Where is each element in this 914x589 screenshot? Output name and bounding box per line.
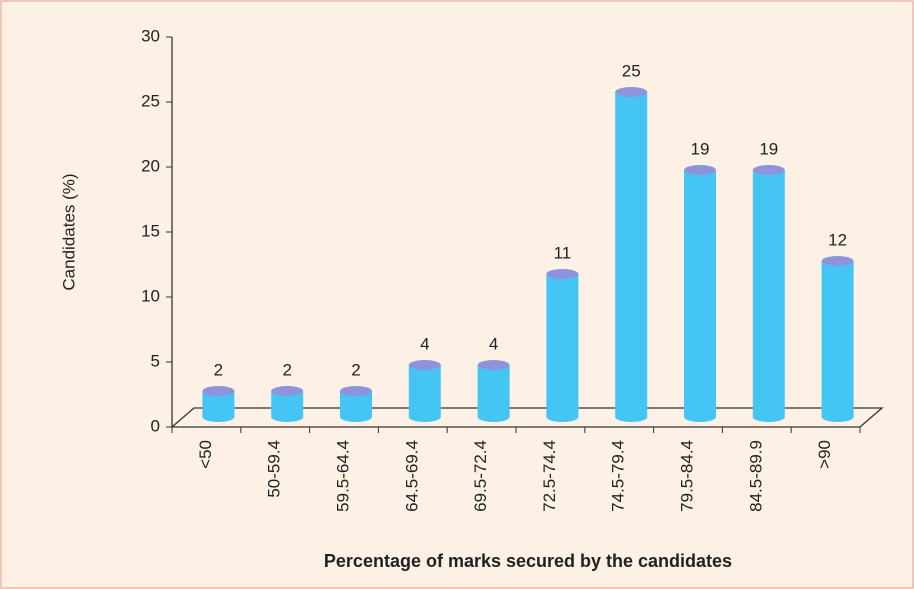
y-tick-label: 5: [151, 351, 160, 370]
value-label: 25: [622, 61, 641, 80]
y-tick-label: 0: [151, 416, 160, 435]
bar-top: [615, 87, 648, 97]
x-tick-label: 72.5-74.4: [540, 440, 559, 512]
bar-top: [546, 269, 579, 279]
x-tick-label: >90: [815, 440, 834, 469]
bar-top: [684, 165, 716, 175]
bar: [546, 274, 579, 417]
y-tick-label: 20: [141, 156, 160, 175]
x-tick-label: 64.5-69.4: [402, 440, 421, 512]
bar-top: [821, 256, 854, 266]
value-label: 19: [691, 139, 710, 158]
x-tick-label: 50-59.4: [265, 440, 284, 498]
y-tick-label: 15: [141, 221, 160, 240]
bar-top: [271, 386, 304, 396]
bar-top: [202, 386, 235, 396]
x-tick-label: 74.5-79.4: [609, 440, 628, 512]
y-tick-label: 25: [141, 91, 160, 110]
bar: [615, 92, 648, 417]
value-label: 2: [282, 360, 291, 379]
floor: [171, 407, 884, 428]
y-tick-label: 30: [141, 26, 160, 45]
bar: [477, 365, 510, 417]
bar: [752, 170, 785, 417]
value-label: 11: [554, 243, 572, 262]
bar: [684, 170, 716, 417]
value-label: 2: [214, 360, 223, 379]
value-label: 12: [828, 230, 847, 249]
bar-top: [340, 386, 372, 396]
bar-top: [752, 165, 785, 175]
x-tick-label: 84.5-89.9: [746, 440, 765, 512]
y-axis-label: Candidates (%): [59, 173, 78, 290]
x-axis-label: Percentage of marks secured by the candi…: [324, 551, 732, 571]
x-tick-label: 69.5-72.4: [471, 440, 490, 512]
x-tick-label: 79.5-84.4: [677, 440, 696, 512]
bar: [408, 365, 441, 417]
value-label: 4: [489, 334, 498, 353]
x-tick-label: <50: [196, 440, 215, 469]
value-label: 2: [351, 360, 360, 379]
value-label: 4: [420, 334, 429, 353]
bar-top: [408, 360, 441, 370]
bar-top: [477, 360, 510, 370]
bar: [821, 261, 854, 417]
y-tick-label: 10: [141, 286, 160, 305]
x-tick-label: 59.5-64.4: [333, 440, 352, 512]
value-label: 19: [759, 139, 778, 158]
